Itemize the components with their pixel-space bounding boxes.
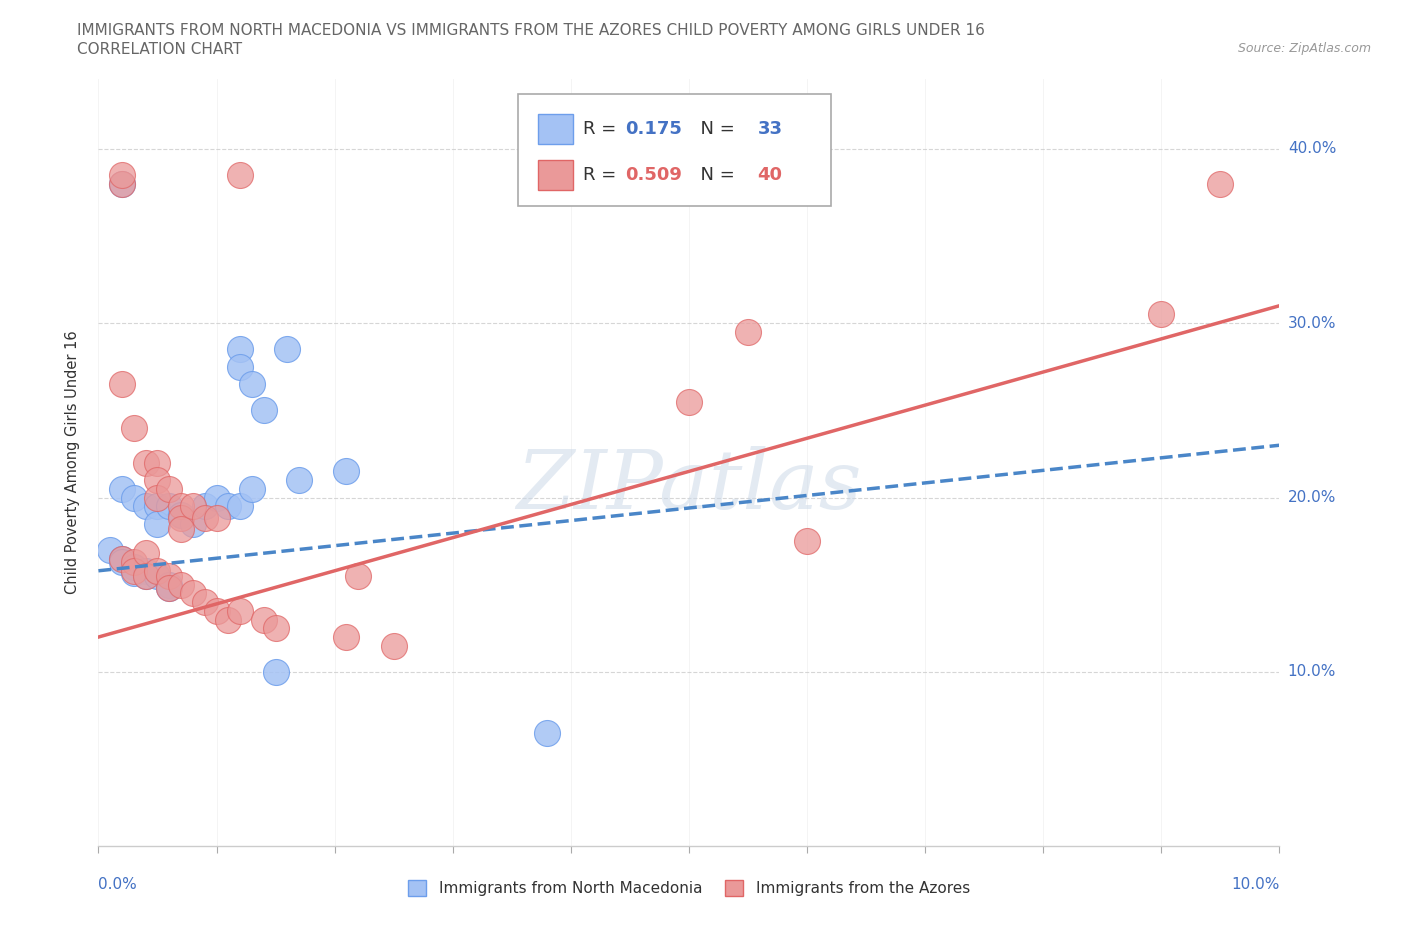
Point xyxy=(170,498,193,513)
Point xyxy=(737,325,759,339)
Legend: Immigrants from North Macedonia, Immigrants from the Azores: Immigrants from North Macedonia, Immigra… xyxy=(408,880,970,897)
Point xyxy=(135,568,157,583)
Point xyxy=(253,612,276,627)
Point xyxy=(181,516,204,531)
Point xyxy=(181,498,204,513)
Point xyxy=(146,455,169,470)
Point xyxy=(229,359,252,374)
Text: ZIPatlas: ZIPatlas xyxy=(516,445,862,525)
Point xyxy=(678,394,700,409)
Point xyxy=(122,420,145,435)
Point xyxy=(122,565,145,580)
Point xyxy=(135,568,157,583)
Point xyxy=(98,542,121,557)
Point xyxy=(796,534,818,549)
Text: 0.175: 0.175 xyxy=(626,120,682,138)
Point xyxy=(205,490,228,505)
Y-axis label: Child Poverty Among Girls Under 16: Child Poverty Among Girls Under 16 xyxy=(65,331,80,594)
Point xyxy=(170,508,193,523)
Point xyxy=(157,498,180,513)
Point xyxy=(157,568,180,583)
Point xyxy=(135,564,157,578)
Point xyxy=(122,560,145,575)
Point xyxy=(122,490,145,505)
Point xyxy=(217,498,239,513)
Text: 20.0%: 20.0% xyxy=(1288,490,1336,505)
Point xyxy=(194,498,217,513)
Point xyxy=(229,604,252,618)
Point xyxy=(111,482,134,497)
Point xyxy=(194,512,217,526)
Text: 40: 40 xyxy=(758,166,783,184)
Point xyxy=(146,490,169,505)
Point xyxy=(240,377,263,392)
Text: N =: N = xyxy=(689,120,741,138)
Point xyxy=(122,554,145,569)
Text: Source: ZipAtlas.com: Source: ZipAtlas.com xyxy=(1237,42,1371,55)
Point xyxy=(240,482,263,497)
Point xyxy=(264,664,287,679)
Text: 10.0%: 10.0% xyxy=(1232,877,1279,892)
Point xyxy=(122,564,145,578)
Point xyxy=(205,604,228,618)
Point xyxy=(382,638,405,653)
Point xyxy=(181,586,204,601)
Point xyxy=(111,551,134,566)
Point xyxy=(146,564,169,578)
Point xyxy=(111,177,134,192)
Text: 10.0%: 10.0% xyxy=(1288,664,1336,680)
Point xyxy=(229,498,252,513)
Point xyxy=(253,403,276,418)
Point xyxy=(157,578,180,592)
Text: CORRELATION CHART: CORRELATION CHART xyxy=(77,42,242,57)
Point xyxy=(217,612,239,627)
Text: 0.0%: 0.0% xyxy=(98,877,138,892)
Point xyxy=(229,167,252,182)
Point xyxy=(146,568,169,583)
Point xyxy=(135,455,157,470)
Point xyxy=(276,342,298,357)
Point xyxy=(157,580,180,595)
Text: N =: N = xyxy=(689,166,741,184)
Point xyxy=(146,472,169,487)
Point xyxy=(229,342,252,357)
Point xyxy=(264,621,287,636)
FancyBboxPatch shape xyxy=(537,113,574,144)
Text: 30.0%: 30.0% xyxy=(1288,315,1336,331)
Point xyxy=(1150,307,1173,322)
Point xyxy=(170,522,193,537)
Point xyxy=(111,177,134,192)
Text: R =: R = xyxy=(582,120,621,138)
Point xyxy=(111,377,134,392)
Point xyxy=(347,568,370,583)
Text: 0.509: 0.509 xyxy=(626,166,682,184)
Point xyxy=(146,516,169,531)
Text: R =: R = xyxy=(582,166,621,184)
Point xyxy=(1209,177,1232,192)
Point xyxy=(170,512,193,526)
Point xyxy=(111,551,134,566)
FancyBboxPatch shape xyxy=(517,95,831,206)
Point xyxy=(288,472,311,487)
Point xyxy=(135,546,157,561)
Point xyxy=(111,554,134,569)
Text: IMMIGRANTS FROM NORTH MACEDONIA VS IMMIGRANTS FROM THE AZORES CHILD POVERTY AMON: IMMIGRANTS FROM NORTH MACEDONIA VS IMMIG… xyxy=(77,23,986,38)
Point xyxy=(194,595,217,610)
Point xyxy=(536,725,558,740)
Point xyxy=(170,578,193,592)
Text: 40.0%: 40.0% xyxy=(1288,141,1336,156)
Text: 33: 33 xyxy=(758,120,783,138)
Point xyxy=(335,464,357,479)
FancyBboxPatch shape xyxy=(537,160,574,191)
Point xyxy=(157,482,180,497)
Point xyxy=(135,498,157,513)
Point xyxy=(146,498,169,513)
Point xyxy=(157,580,180,595)
Point xyxy=(111,167,134,182)
Point xyxy=(335,630,357,644)
Point xyxy=(205,512,228,526)
